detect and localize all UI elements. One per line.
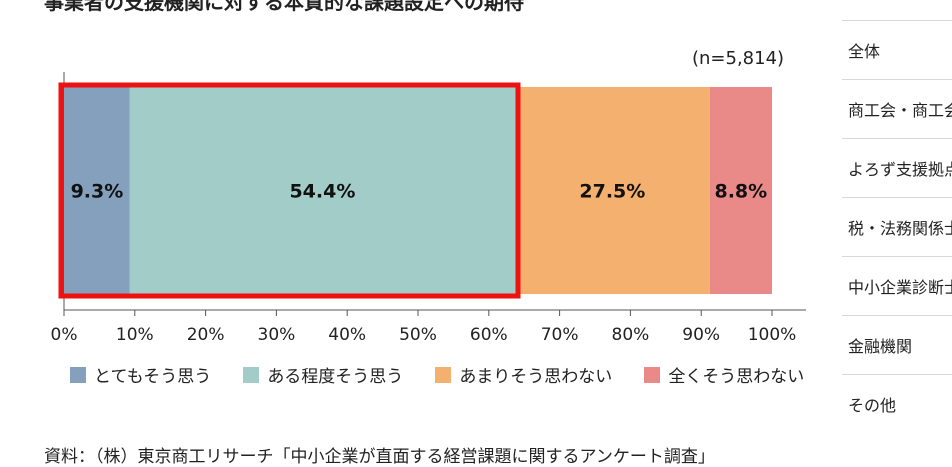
bar-segment: [514, 87, 710, 294]
bar-segment: [709, 87, 772, 294]
bar-segment: [129, 87, 515, 294]
x-tick-label: 0%: [51, 325, 78, 345]
legend-item: 全くそう思わない: [644, 362, 804, 387]
sidebar-item[interactable]: 金融機関: [842, 315, 952, 374]
x-tick-label: 90%: [682, 325, 720, 345]
source-note: 資料：（株）東京商工リサーチ「中小企業が直面する経営課題に関するアンケート調査」: [44, 447, 715, 467]
sidebar-item[interactable]: 全体: [842, 20, 952, 79]
legend-swatch: [70, 366, 86, 383]
legend-item: あまりそう思わない: [435, 362, 612, 387]
legend-swatch: [644, 366, 661, 383]
legend-label: 全くそう思わない: [668, 367, 805, 387]
bar-segment: [64, 87, 130, 294]
x-tick-label: 80%: [612, 325, 650, 345]
legend-item: とてもそう思う: [70, 362, 211, 387]
data-label: 9.3%: [71, 181, 124, 203]
x-tick-label: 70%: [541, 325, 579, 345]
legend-label: あまりそう思わない: [459, 367, 613, 387]
legend-label: ある程度そう思う: [267, 367, 404, 387]
sample-size-label: (n=5,814): [692, 48, 785, 69]
chart-title: 事業者の支援機関に対する本質的な課題設定への期待: [44, 0, 524, 14]
sidebar-item[interactable]: 税・法務関係士業: [842, 197, 952, 256]
x-tick-label: 40%: [328, 325, 366, 345]
category-sidebar: 全体 商工会・商工会議所 よろず支援拠点 税・法務関係士業 中小企業診断士 金融…: [842, 20, 952, 433]
legend-item: ある程度そう思う: [243, 362, 403, 387]
x-tick-label: 20%: [187, 325, 225, 345]
legend-swatch: [435, 366, 452, 383]
data-label: 54.4%: [289, 181, 355, 203]
x-tick-label: 50%: [399, 325, 437, 345]
x-tick-label: 60%: [470, 325, 508, 345]
sidebar-item[interactable]: その他: [842, 374, 952, 433]
x-tick-label: 100%: [748, 325, 797, 345]
data-label: 8.8%: [714, 181, 767, 203]
x-tick-label: 30%: [258, 325, 296, 345]
highlight-frame: [58, 82, 521, 299]
legend-label: とてもそう思う: [94, 367, 212, 387]
legend-swatch: [243, 366, 260, 383]
x-tick-label: 10%: [116, 325, 154, 345]
legend: とてもそう思う ある程度そう思う あまりそう思わない 全くそう思わない: [70, 362, 836, 387]
sidebar-item[interactable]: 商工会・商工会議所: [842, 79, 952, 138]
sidebar-item[interactable]: よろず支援拠点: [842, 138, 952, 197]
sidebar-item[interactable]: 中小企業診断士: [842, 256, 952, 315]
data-label: 27.5%: [579, 181, 645, 203]
